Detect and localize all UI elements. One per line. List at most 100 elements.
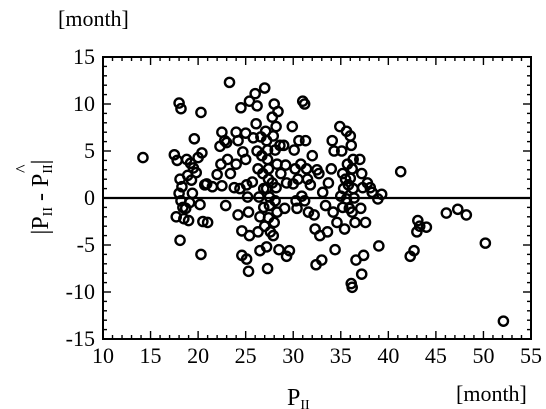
x-tick-label: 35 [330, 343, 352, 368]
data-point [344, 172, 357, 185]
data-point [195, 248, 207, 261]
y-unit-label: [month] [58, 6, 129, 31]
data-point [232, 134, 244, 147]
data-point [252, 226, 264, 238]
data-point [286, 120, 299, 133]
data-point [451, 203, 464, 216]
data-point [373, 240, 385, 252]
x-tick-label: 45 [425, 343, 447, 368]
data-point [339, 173, 352, 185]
svg-text:|PII - PII|: |PII - PII| [28, 160, 56, 235]
y-tick-label: -10 [66, 279, 95, 304]
data-point [280, 250, 293, 263]
data-point [242, 265, 255, 278]
data-point [268, 216, 281, 229]
data-point [308, 209, 320, 221]
data-point [200, 178, 213, 190]
data-point [267, 229, 280, 242]
data-point [270, 181, 282, 194]
data-point [338, 223, 351, 235]
data-point [335, 145, 348, 157]
data-point [224, 167, 237, 180]
y-tick-label: 15 [73, 44, 95, 69]
data-point [355, 268, 368, 280]
data-point [322, 177, 335, 189]
x-tick-label: 25 [235, 343, 257, 368]
data-point [137, 151, 149, 164]
data-point [251, 100, 263, 112]
x-axis-title: PII [287, 385, 310, 409]
data-point [240, 253, 253, 265]
data-point [460, 209, 473, 221]
y-tick-label: 10 [73, 91, 95, 116]
x-tick-label: 15 [140, 343, 162, 368]
data-point [277, 139, 290, 152]
data-point [175, 102, 187, 115]
data-point [328, 145, 340, 157]
data-point [170, 210, 183, 223]
data-point [321, 226, 334, 238]
data-point [354, 202, 367, 215]
y-tick-label: -15 [66, 326, 95, 351]
data-point [298, 98, 311, 110]
data-point [258, 82, 271, 94]
data-point [188, 132, 201, 145]
data-point [197, 215, 209, 228]
data-point [249, 87, 261, 100]
data-point [345, 139, 358, 152]
data-point [298, 195, 311, 207]
y-tick-label: 5 [84, 138, 95, 163]
data-points [137, 76, 510, 327]
data-point [174, 234, 186, 247]
data-point [331, 216, 343, 229]
data-point [440, 207, 453, 219]
data-point [394, 165, 407, 178]
svg-text:^: ^ [12, 164, 32, 173]
data-point [315, 254, 328, 266]
data-point [221, 153, 234, 166]
data-point [304, 179, 317, 191]
data-point [326, 134, 339, 147]
data-point [173, 97, 185, 109]
x-tick-label: 40 [377, 343, 399, 368]
y-tick-label: 0 [84, 185, 95, 210]
data-point [273, 243, 285, 256]
data-point [348, 192, 360, 204]
x-tick-label: 10 [92, 343, 114, 368]
data-point [357, 249, 370, 262]
data-point [232, 209, 244, 221]
data-point [246, 176, 259, 188]
data-point [497, 315, 510, 327]
data-point [219, 199, 232, 212]
data-point [270, 120, 282, 133]
y-tick-label: -5 [77, 232, 95, 257]
x-tick-label: 50 [472, 343, 494, 368]
data-point [316, 186, 329, 199]
data-point [355, 167, 368, 180]
data-point [223, 76, 236, 89]
ticks [102, 56, 532, 340]
data-point [413, 220, 426, 232]
data-point [278, 202, 291, 215]
data-point [267, 130, 280, 142]
data-point [241, 191, 254, 203]
x-tick-label: 20 [187, 343, 209, 368]
data-point [186, 187, 199, 200]
data-point [288, 144, 300, 156]
data-point [269, 195, 281, 207]
data-point [250, 117, 262, 130]
y-axis-title: |PII - PII| ^ [12, 160, 56, 235]
data-point [325, 163, 338, 175]
data-point [274, 139, 286, 152]
data-point [280, 177, 293, 189]
x-tick-label: 30 [282, 343, 304, 368]
data-point [299, 134, 312, 147]
x-unit-label: [month] [456, 381, 527, 406]
data-point [291, 202, 303, 215]
data-point [283, 244, 296, 257]
data-point [240, 179, 253, 191]
data-point [306, 149, 319, 162]
data-point [257, 201, 270, 214]
x-tick-label: 55 [520, 343, 542, 368]
